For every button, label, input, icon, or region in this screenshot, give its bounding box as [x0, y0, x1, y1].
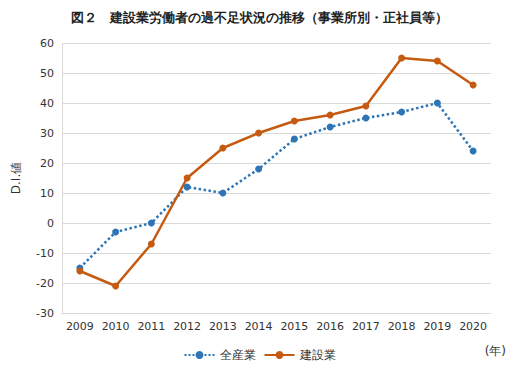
svg-text:(年): (年) — [485, 344, 506, 358]
svg-text:2012: 2012 — [173, 320, 201, 333]
svg-text:-30: -30 — [36, 307, 54, 320]
svg-text:2016: 2016 — [316, 320, 344, 333]
svg-text:全産業: 全産業 — [220, 348, 256, 362]
svg-text:2020: 2020 — [459, 320, 487, 333]
svg-text:20: 20 — [40, 157, 54, 170]
svg-text:2014: 2014 — [245, 320, 273, 333]
svg-text:D.I.値: D.I.値 — [9, 162, 23, 194]
svg-text:60: 60 — [40, 37, 54, 50]
svg-text:0: 0 — [47, 217, 54, 230]
svg-text:-10: -10 — [36, 247, 54, 260]
svg-text:2015: 2015 — [280, 320, 308, 333]
svg-text:40: 40 — [40, 97, 54, 110]
svg-text:2011: 2011 — [137, 320, 165, 333]
svg-text:図２ 建設業労働者の過不足状況の推移（事業所別・正社員等）: 図２ 建設業労働者の過不足状況の推移（事業所別・正社員等） — [71, 10, 448, 25]
svg-text:2009: 2009 — [66, 320, 94, 333]
svg-text:2019: 2019 — [423, 320, 451, 333]
svg-text:2010: 2010 — [102, 320, 130, 333]
svg-text:30: 30 — [40, 127, 54, 140]
svg-text:-20: -20 — [36, 277, 54, 290]
svg-text:10: 10 — [40, 187, 54, 200]
svg-text:建設業: 建設業 — [299, 348, 336, 362]
svg-text:50: 50 — [40, 67, 54, 80]
svg-text:2018: 2018 — [388, 320, 416, 333]
svg-text:2013: 2013 — [209, 320, 237, 333]
svg-text:2017: 2017 — [352, 320, 380, 333]
